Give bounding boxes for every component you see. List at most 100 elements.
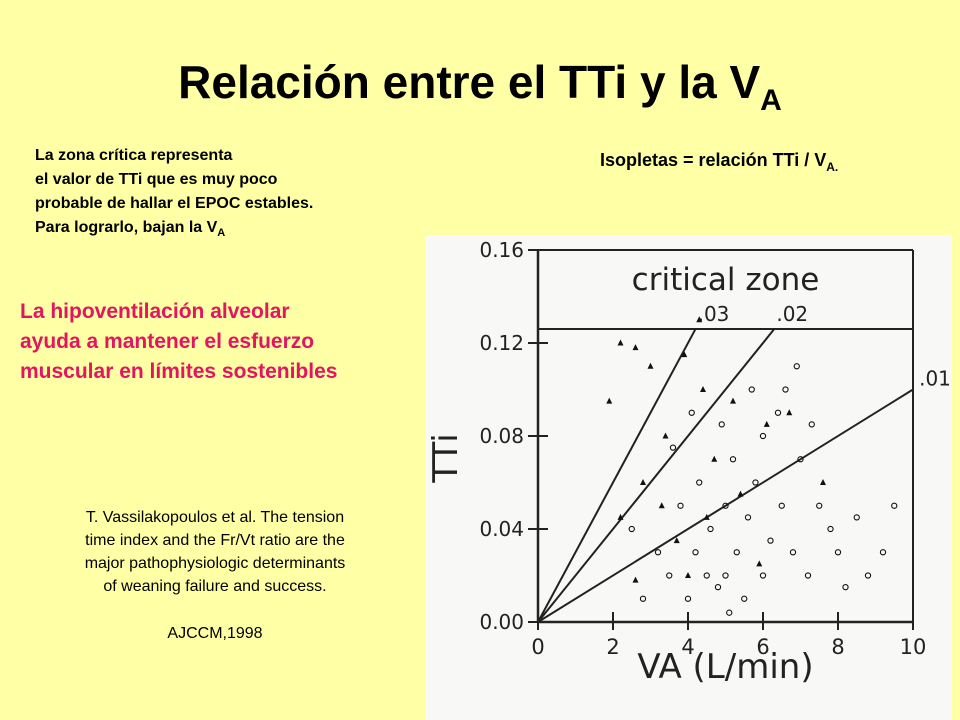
scatter-point [842, 583, 849, 591]
scatter-point [696, 316, 703, 323]
scatter-point [669, 444, 677, 451]
scatter-point [730, 397, 736, 404]
citation-line: T. Vassilakopoulos et al. The tension [86, 509, 344, 526]
scatter-point [696, 479, 703, 486]
scatter-point [677, 502, 684, 509]
scatter-point [688, 409, 695, 416]
scatter-point [640, 479, 646, 485]
y-tick-label: 0.08 [479, 424, 524, 448]
note-line: probable de hallar el EPOC estables. [35, 195, 313, 212]
scatter-point [756, 560, 763, 567]
scatter-point [673, 537, 680, 544]
isopleth-note-text: Isopletas = relación TTi / V [600, 150, 826, 170]
scatter-point [733, 549, 740, 556]
x-tick-label: 10 [900, 635, 927, 659]
scatter-point [639, 595, 647, 602]
scatter-point [726, 609, 733, 616]
scatter-point [703, 572, 710, 579]
scatter-point [681, 351, 688, 358]
scatter-point [774, 409, 782, 416]
y-tick-label: 0.00 [479, 610, 524, 634]
scatter-point [804, 572, 812, 579]
critical-zone-label: critical zone [632, 262, 820, 298]
citation-line: of weaning failure and success. [103, 578, 326, 595]
scatter-point [692, 549, 699, 556]
highlight-line: ayuda a mantener el esfuerzo [20, 330, 314, 353]
y-tick-label: 0.12 [479, 331, 524, 355]
scatter-point [617, 513, 624, 520]
slide-title: Relación entre el TTi y la VA [178, 56, 782, 117]
scatter-point [741, 595, 748, 602]
scatter-point [752, 479, 759, 486]
scatter-point [891, 502, 898, 509]
scatter-point [789, 549, 797, 556]
chart-background [425, 235, 952, 720]
x-tick-label: 2 [606, 635, 619, 659]
scatter-point [711, 455, 718, 462]
note-line-text: Para lograrlo, bajan la V [35, 219, 218, 236]
scatter-point [700, 386, 706, 392]
scatter-point [853, 514, 860, 521]
scatter-point [797, 456, 804, 463]
highlight-line: La hipoventilación alveolar [20, 300, 290, 323]
isopleth-note-subscript: A. [826, 160, 838, 174]
note-subscript: A [217, 227, 225, 239]
citation-line: major pathophysiologic determinants [85, 555, 346, 572]
citation: T. Vassilakopoulos et al. The tension ti… [85, 509, 346, 642]
scatter-point [759, 572, 767, 579]
scatter-point [628, 525, 635, 533]
citation-line: time index and the Fr/Vt ratio are the [85, 532, 345, 549]
scatter-point [666, 572, 673, 579]
isopleth-label: .02 [776, 302, 808, 326]
scatter-point [759, 432, 767, 440]
scatter-point [632, 576, 639, 583]
scatter-point [658, 502, 665, 509]
citation-journal: AJCCM,1998 [167, 625, 262, 642]
scatter-point [606, 397, 613, 404]
chart: 0.00 0.04 0.08 0.12 0.16 0 2 4 6 8 10 VA (L/min) TTi… [426, 238, 951, 687]
x-tick-label: 6 [756, 635, 769, 659]
scatter-point [748, 386, 755, 393]
scatter-point [617, 339, 624, 346]
isopleth-label: .03 [698, 302, 730, 326]
note-line: Para lograrlo, bajan la VA [35, 219, 225, 239]
isopleth-label: .01 [919, 367, 951, 391]
scatter-point [763, 420, 770, 427]
scatter-point [808, 421, 815, 428]
scatter-point [864, 572, 872, 579]
highlight-line: muscular en límites sostenibles [20, 360, 337, 383]
scatter-point [879, 549, 887, 556]
scatter-point [782, 386, 789, 393]
scatter-point [722, 572, 729, 579]
highlight: La hipoventilación alveolar ayuda a mant… [20, 300, 337, 383]
scatter-point [767, 537, 774, 544]
scatter-point [744, 514, 752, 521]
y-axis-title: TTi [426, 433, 466, 483]
isopleth-line [537, 328, 697, 623]
title-text: Relación entre el TTi y la V [178, 56, 760, 108]
y-tick-label: 0.16 [479, 238, 524, 262]
scatter-point [714, 583, 722, 591]
scatter-point [722, 502, 729, 509]
scatter-point [737, 490, 744, 497]
scatter-point [707, 525, 714, 533]
x-axis-title: VA (L/min) [637, 647, 813, 687]
scatter-point [718, 421, 725, 428]
title-subscript: A [760, 84, 782, 117]
x-tick-label: 4 [681, 635, 694, 659]
scatter-point [729, 456, 737, 463]
note: La zona crítica representa el valor de T… [35, 147, 313, 239]
scatter-point [632, 344, 639, 351]
scatter-point [793, 363, 800, 370]
scatter-point [786, 409, 793, 416]
note-line: el valor de TTi que es muy poco [35, 171, 278, 188]
isopleth-line [537, 388, 914, 623]
scatter-point [816, 502, 823, 509]
scatter-point [820, 479, 826, 485]
scatter-point [834, 549, 842, 556]
scatter-point [827, 525, 834, 533]
note-line: La zona crítica representa [35, 147, 233, 164]
scatter-point [647, 362, 654, 369]
